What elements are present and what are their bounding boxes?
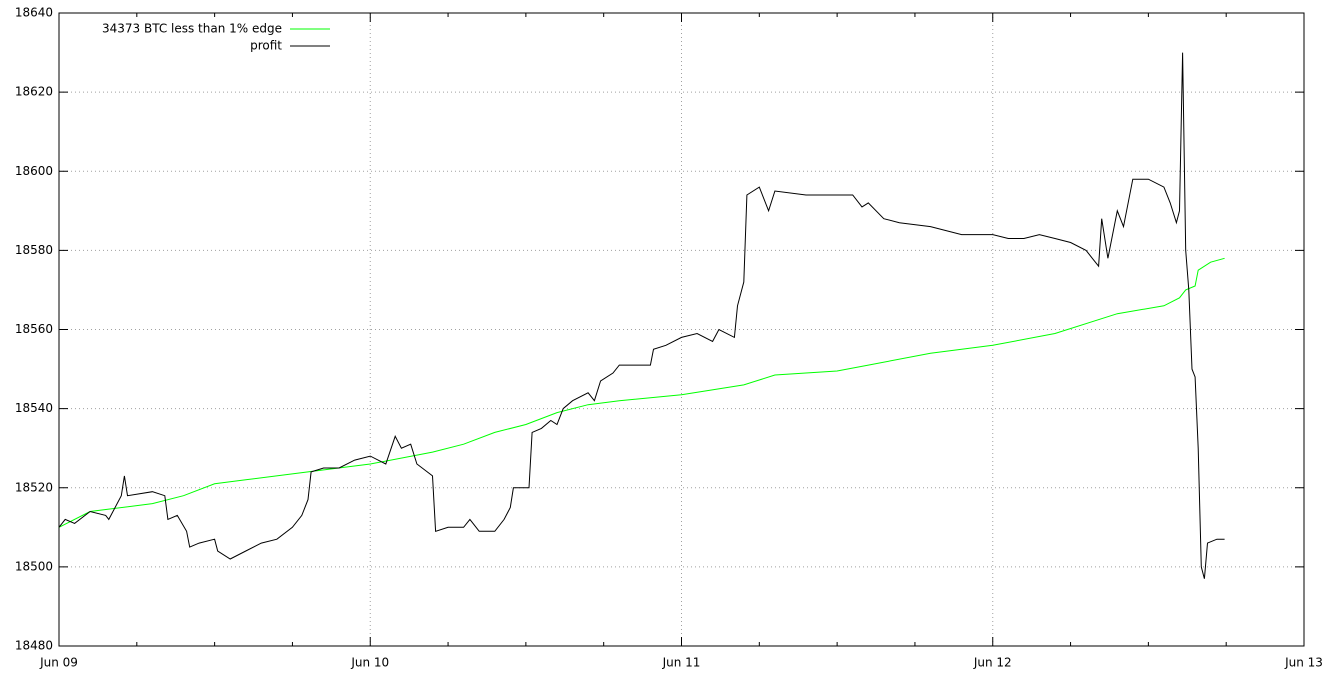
x-tick-label: Jun 09 xyxy=(39,656,78,670)
y-tick-label: 18480 xyxy=(15,639,53,653)
series-line xyxy=(58,257,1225,528)
x-tick-label: Jun 13 xyxy=(1284,656,1323,670)
legend-label: 34373 BTC less than 1% edge xyxy=(102,22,282,36)
legend-label: profit xyxy=(250,39,282,53)
x-tick-label: Jun 12 xyxy=(973,656,1012,670)
x-tick-label: Jun 10 xyxy=(350,656,389,670)
plot-frame xyxy=(58,12,1305,647)
y-tick-label: 18600 xyxy=(15,164,53,178)
y-tick-label: 18500 xyxy=(15,559,53,573)
y-tick-label: 18580 xyxy=(15,243,53,257)
y-tick-label: 18620 xyxy=(15,85,53,99)
y-tick-label: 18560 xyxy=(15,322,53,336)
y-tick-label: 18640 xyxy=(15,6,53,20)
y-tick-label: 18540 xyxy=(15,401,53,415)
x-tick-label: Jun 11 xyxy=(662,656,701,670)
series-line xyxy=(58,52,1225,579)
y-tick-label: 18520 xyxy=(15,480,53,494)
